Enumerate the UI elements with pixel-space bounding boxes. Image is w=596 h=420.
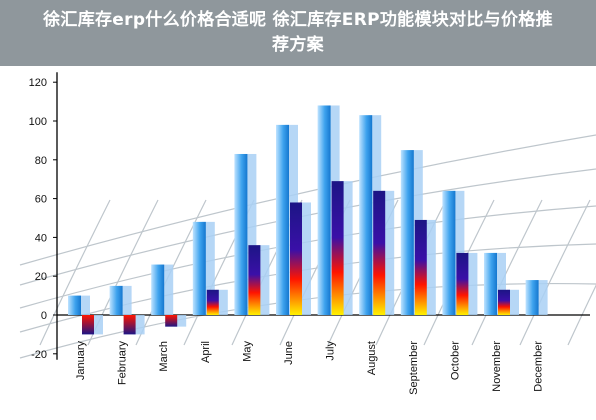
bar: [317, 105, 331, 315]
x-tick-label: April: [200, 341, 212, 363]
bar: [442, 190, 456, 315]
grid-ray: [39, 199, 111, 346]
y-tick-label: 20: [35, 271, 47, 283]
x-tick-label: September: [408, 341, 420, 395]
bar: [165, 315, 178, 327]
y-tick-label: 0: [41, 310, 47, 322]
title-banner: 徐汇库存erp什么价格合适呢 徐汇库存ERP功能模块对比与价格推荐方案: [0, 0, 596, 66]
x-tick-label: June: [283, 341, 295, 365]
bar: [123, 315, 136, 335]
y-tick-label: 120: [29, 77, 47, 89]
bar: [373, 190, 386, 315]
x-tick-label: October: [449, 341, 461, 380]
bar: [82, 315, 94, 335]
bar: [151, 264, 165, 315]
bar: [248, 245, 261, 315]
x-tick-label: January: [75, 341, 87, 381]
y-tick-label: 100: [29, 116, 47, 128]
bar: [206, 289, 219, 315]
x-tick-label: May: [241, 341, 253, 362]
x-tick-label: March: [158, 341, 170, 372]
y-tick-label: 80: [35, 155, 47, 167]
bar-shadow: [174, 315, 187, 327]
bar: [484, 252, 497, 315]
x-tick-label: December: [533, 341, 545, 392]
bar: [331, 181, 344, 315]
bar: [525, 280, 539, 315]
bar: [68, 295, 81, 315]
bar: [456, 252, 469, 315]
x-tick-label: November: [491, 341, 503, 392]
bar: [400, 150, 414, 315]
grid-ray: [471, 199, 543, 346]
bar: [234, 153, 248, 315]
y-tick-label: 60: [35, 194, 47, 206]
x-tick-label: July: [325, 341, 337, 361]
grid-arc: [19, 134, 596, 266]
x-tick-label: August: [366, 341, 378, 375]
x-tick-label: February: [117, 341, 129, 386]
page-title: 徐汇库存erp什么价格合适呢 徐汇库存ERP功能模块对比与价格推荐方案: [43, 10, 553, 55]
bar: [498, 289, 510, 315]
y-tick-label: -20: [31, 349, 47, 361]
bar: [359, 115, 373, 316]
bar: [109, 285, 123, 315]
grid-ray: [519, 199, 591, 346]
bar: [290, 202, 302, 315]
bar: [192, 221, 206, 315]
grid-ray: [567, 284, 596, 346]
y-tick-label: 40: [35, 232, 47, 244]
bar: [414, 219, 427, 315]
bar: [276, 124, 289, 315]
